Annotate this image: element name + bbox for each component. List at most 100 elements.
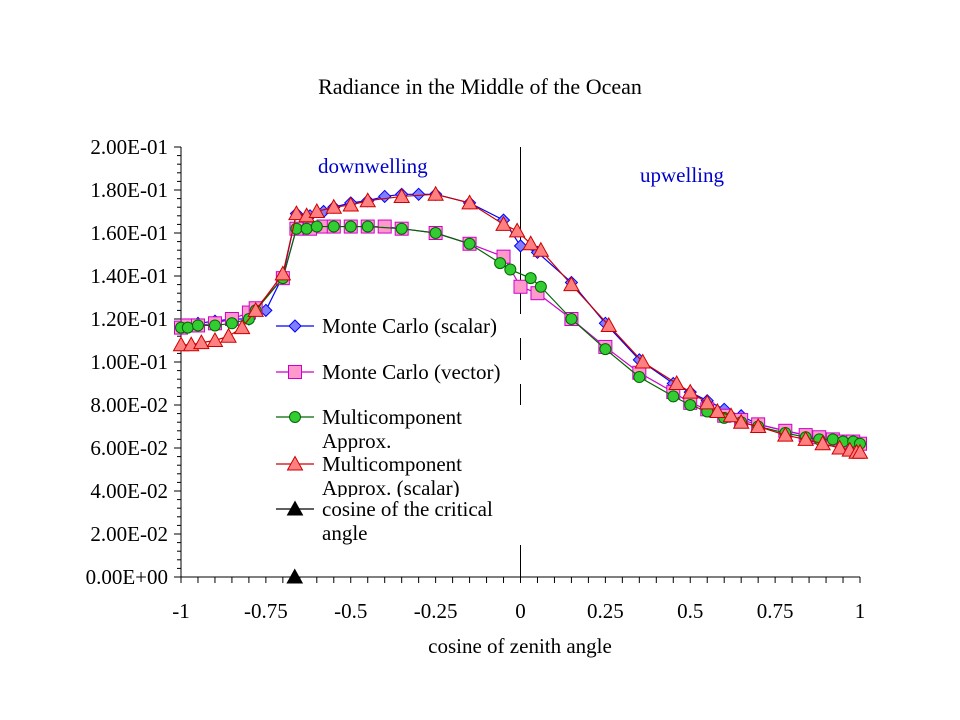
x-tick-label: 0.75 [756,599,794,623]
data-point [429,227,442,239]
x-axis-label: cosine of zenith angle [428,634,612,658]
data-point [522,235,540,251]
data-point [732,413,750,429]
data-point [233,319,251,335]
legend-entry-3 [274,452,316,476]
legend-label: Multicomponent Approx. [322,405,532,453]
data-point [310,220,323,233]
x-tick-label: -1 [172,599,190,623]
data-point [634,353,652,369]
y-tick-label: 0.00E+00 [85,565,168,589]
data-point [565,313,578,325]
series-4 [286,568,304,584]
x-tick-label: -0.25 [413,599,458,623]
data-point [342,196,360,212]
legend-marker [288,319,302,333]
data-point [359,192,377,208]
legend-label: cosine of the critical angle [322,497,532,545]
x-tick-label: 1 [854,599,866,623]
data-point [504,263,517,276]
data-point [709,402,726,418]
data-point [206,331,224,347]
data-point [191,319,204,332]
data-point [325,198,343,214]
data-point [826,433,839,446]
data-point [681,383,699,399]
data-point [524,272,537,285]
legend-entry-4 [274,497,316,521]
x-tick-label: 0 [515,599,526,623]
y-tick-label: 2.00E-01 [90,135,168,159]
data-point [532,241,550,257]
data-point [220,327,237,343]
data-point [411,187,426,202]
data-point [495,215,512,231]
data-point [377,189,392,204]
data-point [274,265,292,281]
y-tick-label: 1.60E-01 [90,221,168,245]
legend-marker [289,411,301,423]
data-point [361,220,374,233]
data-point [247,301,265,317]
data-point [563,276,580,292]
data-point [684,399,697,411]
x-tick-label: -0.75 [244,599,288,623]
legend-marker [288,365,302,379]
legend-marker [286,500,304,516]
data-point [831,439,848,455]
data-point [513,279,528,294]
data-point [181,321,194,334]
series-3 [172,185,869,459]
data-point [327,220,340,233]
data-point [395,222,408,235]
legend-label: Multicomponent Approx. (scalar) [322,452,532,500]
legend-entry-0 [274,314,316,338]
data-point [377,219,392,234]
data-point [286,568,304,584]
data-point [193,334,210,350]
data-point [722,407,740,423]
legend-label: Monte Carlo (scalar) [322,314,532,338]
data-point [534,280,547,293]
legend-entry-1 [274,360,316,384]
x-tick-label: 0.5 [677,599,704,623]
y-tick-label: 2.00E-02 [90,522,168,546]
data-point [300,222,313,235]
y-tick-label: 1.00E-01 [90,350,168,374]
x-tick-label: -0.5 [334,599,368,623]
data-point [288,205,305,221]
chart-title: Radiance in the Middle of the Ocean [318,74,642,99]
data-point [208,319,221,332]
data-point [633,371,646,384]
data-point [308,202,326,218]
data-point [668,374,686,390]
data-point [600,316,618,332]
y-tick-label: 8.00E-02 [90,393,168,417]
legend-entry-2 [274,405,316,429]
data-point [463,237,476,250]
legend-marker [286,455,304,471]
data-point [172,336,190,352]
y-tick-label: 1.20E-01 [90,307,168,331]
data-point [225,317,238,330]
data-point [797,430,815,446]
y-tick-label: 4.00E-02 [90,479,168,503]
data-point [344,220,357,233]
data-point [667,390,680,403]
data-point [427,185,444,201]
data-point [749,417,767,433]
data-point [776,426,794,442]
data-point [814,435,832,451]
data-point [494,257,507,270]
y-tick-label: 1.80E-01 [90,178,168,202]
y-tick-label: 6.00E-02 [90,436,168,460]
data-point [461,194,478,210]
downwelling-annotation: downwelling [318,154,428,178]
x-tick-label: 0.25 [587,599,624,623]
data-point [508,222,526,238]
data-point [851,443,869,459]
data-point [599,343,612,356]
data-point [393,187,411,203]
upwelling-annotation: upwelling [640,163,724,187]
